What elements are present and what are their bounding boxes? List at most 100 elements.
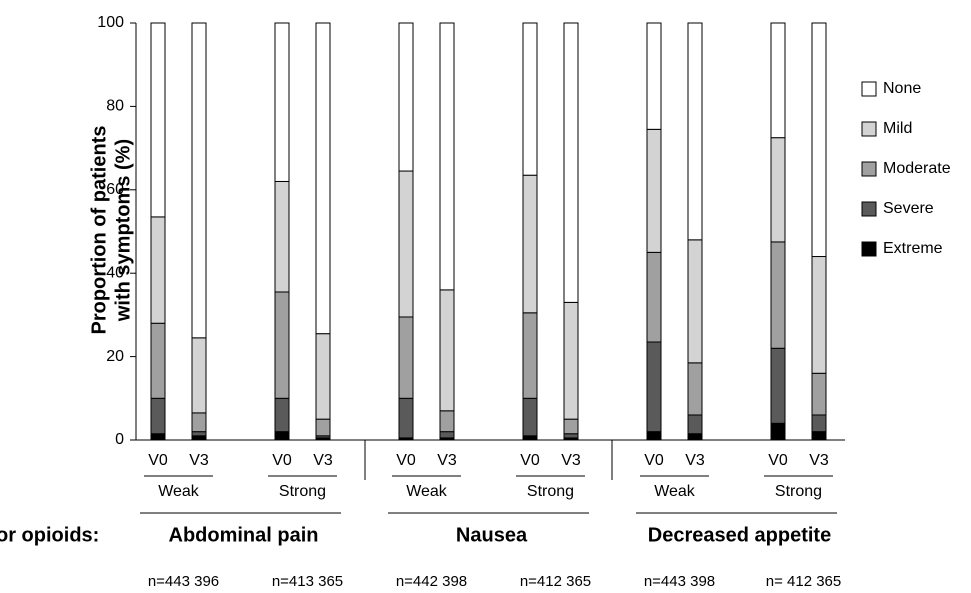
bar-segment [563, 433, 579, 439]
group-label: Nausea [456, 524, 528, 546]
y-tick-label: 0 [115, 431, 124, 448]
bar-segment [191, 337, 207, 414]
bar-segment [646, 431, 662, 441]
y-tick-label: 100 [97, 14, 124, 31]
bar-segment [191, 22, 207, 339]
bar-segment [770, 241, 786, 349]
group-label: Abdominal pain [169, 524, 319, 546]
bar-segment [770, 422, 786, 441]
bar-segment [150, 322, 166, 399]
bar-segment [687, 22, 703, 241]
bar-segment [274, 291, 290, 399]
legend-swatch [861, 241, 877, 257]
legend-label: Moderate [883, 160, 951, 177]
n-label: n=412 365 [520, 573, 591, 590]
x-tick-label: V3 [561, 452, 581, 469]
x-tick-label: V3 [437, 452, 457, 469]
bar-segment [687, 239, 703, 364]
bar-segment [770, 347, 786, 424]
bar-segment [563, 301, 579, 420]
x-tick-label: V0 [644, 452, 664, 469]
bar-segment [770, 137, 786, 243]
bar-segment [315, 22, 331, 335]
x-tick-label: V0 [396, 452, 416, 469]
x-tick-label: V0 [148, 452, 168, 469]
bar-segment [770, 22, 786, 139]
y-tick-label: 40 [106, 264, 124, 281]
bar-segment [646, 128, 662, 253]
y-label-line: Proportion of patients [88, 126, 110, 335]
bar-segment [150, 397, 166, 435]
bar-segment [150, 433, 166, 441]
n-label: n=442 398 [396, 573, 467, 590]
bar-segment [274, 431, 290, 441]
n-label: n=443 396 [148, 573, 219, 590]
bar-segment [522, 312, 538, 399]
x-tick-label: V0 [768, 452, 788, 469]
legend-swatch [861, 81, 877, 97]
bar-segment [150, 22, 166, 218]
subgroup-label: Strong [279, 483, 326, 500]
bar-segment [687, 414, 703, 435]
group-prefix: or opioids: [0, 524, 99, 546]
n-label: n=413 365 [272, 573, 343, 590]
bar-segment [687, 433, 703, 441]
n-label: n= 412 365 [766, 573, 842, 590]
bar-segment [646, 251, 662, 343]
bar-segment [191, 412, 207, 433]
bar-segment [398, 316, 414, 399]
bar-segment [439, 289, 455, 412]
legend-label: Extreme [883, 240, 943, 257]
bar-segment [398, 170, 414, 318]
legend-label: Mild [883, 120, 912, 137]
y-label-line: with symptoms (%) [112, 139, 134, 322]
legend-label: None [883, 80, 921, 97]
bar-segment [150, 216, 166, 324]
n-label: n=443 398 [644, 573, 715, 590]
bar-segment [398, 22, 414, 172]
bar-segment [439, 410, 455, 433]
bar-segment [274, 22, 290, 182]
bar-segment [646, 341, 662, 433]
bar-segment [274, 180, 290, 293]
bar-segment [191, 431, 207, 437]
bar-segment [274, 397, 290, 433]
bar-segment [522, 174, 538, 314]
group-label: Decreased appetite [648, 524, 831, 546]
bar-segment [811, 256, 827, 374]
bar-segment [811, 372, 827, 416]
y-tick-label: 60 [106, 181, 124, 198]
bar-segment [522, 22, 538, 176]
bar-segment [687, 362, 703, 416]
subgroup-label: Weak [406, 483, 448, 500]
bar-segment [563, 418, 579, 435]
bar-segment [563, 22, 579, 303]
bar-segment [398, 397, 414, 439]
y-tick-label: 20 [106, 348, 124, 365]
x-tick-label: V0 [520, 452, 540, 469]
legend-swatch [861, 201, 877, 217]
bar-segment [811, 431, 827, 441]
x-tick-label: V3 [189, 452, 209, 469]
x-tick-label: V3 [809, 452, 829, 469]
bar-segment [439, 431, 455, 439]
subgroup-label: Strong [775, 483, 822, 500]
legend-swatch [861, 161, 877, 177]
bar-segment [522, 397, 538, 437]
y-label: Proportion of patients with symptoms (%) [88, 126, 134, 335]
subgroup-label: Weak [654, 483, 696, 500]
bar-segment [315, 333, 331, 420]
bar-segment [811, 414, 827, 433]
subgroup-label: Strong [527, 483, 574, 500]
bar-segment [439, 22, 455, 291]
legend-label: Severe [883, 200, 934, 217]
bar-segment [646, 22, 662, 130]
bar-segment [315, 418, 331, 437]
subgroup-label: Weak [158, 483, 200, 500]
bar-segment [522, 435, 538, 441]
x-tick-label: V3 [313, 452, 333, 469]
bar-segment [811, 22, 827, 258]
legend-swatch [861, 121, 877, 137]
y-tick-label: 80 [106, 98, 124, 115]
